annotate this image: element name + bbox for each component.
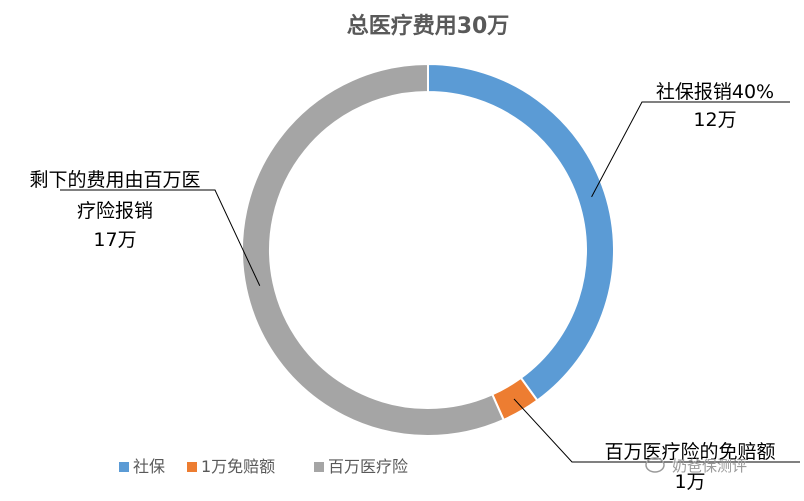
donut-slices xyxy=(240,62,615,437)
legend-swatch-1 xyxy=(187,462,197,472)
data-label-2-line-1: 疗险报销 xyxy=(77,200,153,222)
data-label-0-line-1: 12万 xyxy=(693,109,736,131)
leader-line-2 xyxy=(60,189,261,286)
legend-label-1: 1万免赔额 xyxy=(201,457,275,476)
slice-0 xyxy=(427,62,615,402)
leader-line-0 xyxy=(591,101,790,198)
leader-line-1 xyxy=(513,398,800,463)
data-label-1-line-1: 1万 xyxy=(674,471,705,493)
legend-swatch-2 xyxy=(314,462,324,472)
slice-2 xyxy=(240,62,505,437)
watermark-text: 奶爸保测评 xyxy=(672,457,747,475)
data-label-1-line-0: 百万医疗险的免赔额 xyxy=(604,441,775,463)
watermark: 奶爸保测评 xyxy=(645,457,747,475)
data-label-2-line-0: 剩下的费用由百万医 xyxy=(29,169,200,191)
data-label-2-line-2: 17万 xyxy=(93,229,136,251)
legend-label-0: 社保 xyxy=(133,457,165,476)
leader-lines xyxy=(60,101,800,463)
legend: 社保 1万免赔额 百万医疗险 xyxy=(119,457,408,476)
wechat-icon xyxy=(645,457,665,473)
legend-swatch-0 xyxy=(119,462,129,472)
chart-title: 总医疗费用30万 xyxy=(347,13,510,39)
legend-label-2: 百万医疗险 xyxy=(328,457,408,476)
data-label-0-line-0: 社保报销40% xyxy=(656,81,774,103)
